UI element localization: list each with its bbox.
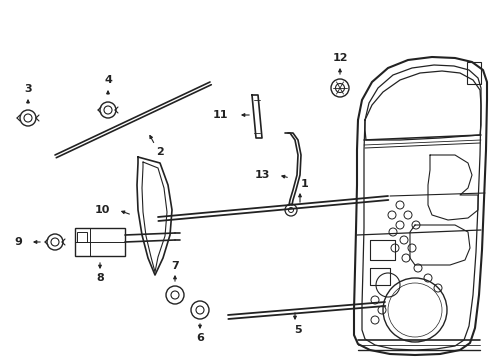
Text: 5: 5 [294,325,302,335]
Text: 8: 8 [96,273,104,283]
Text: 4: 4 [104,75,112,85]
FancyBboxPatch shape [467,62,481,84]
Text: 9: 9 [14,237,22,247]
Text: 13: 13 [255,170,270,180]
Text: 10: 10 [95,205,110,215]
Text: 1: 1 [301,179,309,189]
Text: 2: 2 [156,147,164,157]
Text: 3: 3 [24,84,32,94]
FancyBboxPatch shape [75,228,125,256]
Text: 11: 11 [213,110,228,120]
Text: 6: 6 [196,333,204,343]
FancyBboxPatch shape [77,232,87,242]
Text: 7: 7 [171,261,179,271]
Text: 12: 12 [332,53,348,63]
